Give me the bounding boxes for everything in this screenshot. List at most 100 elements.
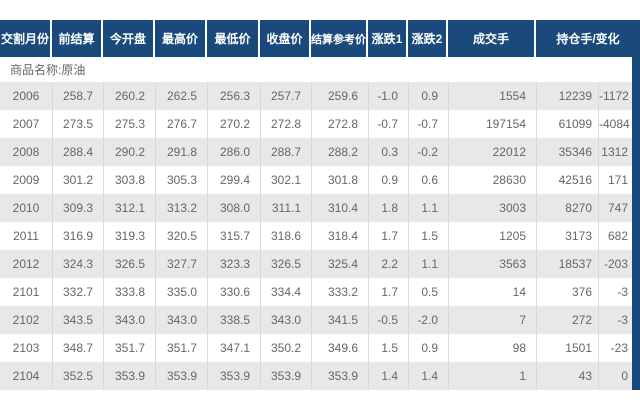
cell-change1: 1.5 xyxy=(368,334,408,362)
cell-prev-settlement: 324.3 xyxy=(52,250,103,278)
cell-settlement-ref: 259.6 xyxy=(311,82,368,110)
header-open: 今开盘 xyxy=(103,20,155,57)
cell-prev-settlement: 309.3 xyxy=(52,194,103,222)
cell-oi-change: -203 xyxy=(598,250,632,278)
cell-high: 305.3 xyxy=(155,166,207,194)
cell-settlement-ref: 272.8 xyxy=(311,110,368,138)
cell-settlement-ref: 349.6 xyxy=(311,334,368,362)
cell-open: 303.8 xyxy=(103,166,155,194)
cell-close: 334.4 xyxy=(260,278,311,306)
cell-high: 291.8 xyxy=(155,138,207,166)
cell-change1: 1.8 xyxy=(368,194,408,222)
cell-open: 351.7 xyxy=(103,334,155,362)
cell-prev-settlement: 273.5 xyxy=(52,110,103,138)
cell-oi-change: 1312 xyxy=(598,138,632,166)
table-row[interactable]: 2104 352.5 353.9 353.9 353.9 353.9 353.9… xyxy=(0,362,632,390)
cell-volume: 3563 xyxy=(448,250,536,278)
cell-open: 333.8 xyxy=(103,278,155,306)
cell-close: 288.7 xyxy=(260,138,311,166)
cell-close: 326.5 xyxy=(260,250,311,278)
cell-settlement-ref: 288.2 xyxy=(311,138,368,166)
cell-open: 290.2 xyxy=(103,138,155,166)
table-row[interactable]: 2008 288.4 290.2 291.8 286.0 288.7 288.2… xyxy=(0,138,632,166)
cell-change2: 1.5 xyxy=(408,222,448,250)
table-row[interactable]: 2102 343.5 343.0 343.0 338.5 343.0 341.5… xyxy=(0,306,632,334)
table-row[interactable]: 2103 348.7 351.7 351.7 347.1 350.2 349.6… xyxy=(0,334,632,362)
table-row[interactable]: 2011 316.9 319.3 320.5 315.7 318.6 318.4… xyxy=(0,222,632,250)
cell-oi-change: 747 xyxy=(598,194,632,222)
table-body: 2006 258.7 260.2 262.5 256.3 257.7 259.6… xyxy=(0,82,640,390)
cell-high: 313.2 xyxy=(155,194,207,222)
cell-low: 308.0 xyxy=(207,194,260,222)
table-row[interactable]: 2007 273.5 275.3 276.7 270.2 272.8 272.8… xyxy=(0,110,632,138)
cell-delivery-month: 2007 xyxy=(12,117,40,131)
cell-prev-settlement: 332.7 xyxy=(52,278,103,306)
cell-low: 270.2 xyxy=(207,110,260,138)
cell-oi-change: -23 xyxy=(598,334,632,362)
cell-high: 276.7 xyxy=(155,110,207,138)
cell-low: 330.6 xyxy=(207,278,260,306)
cell-delivery-month: 2012 xyxy=(12,257,40,271)
table-row[interactable]: 2010 309.3 312.1 313.2 308.0 311.1 310.4… xyxy=(0,194,632,222)
cell-change2: 1.1 xyxy=(408,194,448,222)
header-change2: 涨跌2 xyxy=(408,20,448,57)
cell-change1: 1.4 xyxy=(368,362,408,390)
cell-change1: 0.3 xyxy=(368,138,408,166)
cell-open-interest: 12239 xyxy=(536,82,598,110)
cell-low: 353.9 xyxy=(207,362,260,390)
cell-delivery-month: 2010 xyxy=(12,201,40,215)
cell-settlement-ref: 341.5 xyxy=(311,306,368,334)
cell-change2: 0.9 xyxy=(408,82,448,110)
cell-low: 347.1 xyxy=(207,334,260,362)
cell-oi-change: 171 xyxy=(598,166,632,194)
cell-open: 343.0 xyxy=(103,306,155,334)
table-row[interactable]: 2006 258.7 260.2 262.5 256.3 257.7 259.6… xyxy=(0,82,632,110)
cell-open: 326.5 xyxy=(103,250,155,278)
cell-oi-change: -4084 xyxy=(598,110,632,138)
cell-high: 335.0 xyxy=(155,278,207,306)
cell-settlement-ref: 318.4 xyxy=(311,222,368,250)
table-row[interactable]: 2012 324.3 326.5 327.7 323.3 326.5 325.4… xyxy=(0,250,632,278)
header-settlement-ref: 结算参考价 xyxy=(311,20,368,57)
cell-prev-settlement: 301.2 xyxy=(52,166,103,194)
cell-volume: 3003 xyxy=(448,194,536,222)
header-close: 收盘价 xyxy=(260,20,311,57)
table-header-row: 交割月份 前结算 今开盘 最高价 最低价 收盘价 结算参考价 涨跌1 涨跌2 成… xyxy=(0,20,640,57)
cell-volume: 98 xyxy=(448,334,536,362)
cell-close: 350.2 xyxy=(260,334,311,362)
cell-low: 256.3 xyxy=(207,82,260,110)
cell-settlement-ref: 353.9 xyxy=(311,362,368,390)
table-row[interactable]: 2101 332.7 333.8 335.0 330.6 334.4 333.2… xyxy=(0,278,632,306)
cell-prev-settlement: 348.7 xyxy=(52,334,103,362)
cell-open-interest: 1501 xyxy=(536,334,598,362)
cell-close: 353.9 xyxy=(260,362,311,390)
header-change1: 涨跌1 xyxy=(368,20,408,57)
header-low: 最低价 xyxy=(207,20,260,57)
right-edge-strip xyxy=(632,57,640,390)
cell-prev-settlement: 343.5 xyxy=(52,306,103,334)
cell-oi-change: -3 xyxy=(598,278,632,306)
cell-change1: -1.0 xyxy=(368,82,408,110)
cell-prev-settlement: 316.9 xyxy=(52,222,103,250)
cell-settlement-ref: 333.2 xyxy=(311,278,368,306)
cell-delivery-month: 2006 xyxy=(12,89,40,103)
cell-volume: 1554 xyxy=(448,82,536,110)
cell-volume: 1205 xyxy=(448,222,536,250)
cell-low: 315.7 xyxy=(207,222,260,250)
cell-volume: 1 xyxy=(448,362,536,390)
cell-open-interest: 35346 xyxy=(536,138,598,166)
cell-settlement-ref: 310.4 xyxy=(311,194,368,222)
cell-open: 353.9 xyxy=(103,362,155,390)
cell-open-interest: 18537 xyxy=(536,250,598,278)
cell-high: 327.7 xyxy=(155,250,207,278)
cell-delivery-month: 2009 xyxy=(12,173,40,187)
cell-open-interest: 376 xyxy=(536,278,598,306)
cell-high: 343.0 xyxy=(155,306,207,334)
header-high: 最高价 xyxy=(155,20,207,57)
cell-low: 323.3 xyxy=(207,250,260,278)
cell-open-interest: 3173 xyxy=(536,222,598,250)
cell-change1: -0.5 xyxy=(368,306,408,334)
cell-open: 275.3 xyxy=(103,110,155,138)
cell-close: 311.1 xyxy=(260,194,311,222)
table-row[interactable]: 2009 301.2 303.8 305.3 299.4 302.1 301.8… xyxy=(0,166,632,194)
